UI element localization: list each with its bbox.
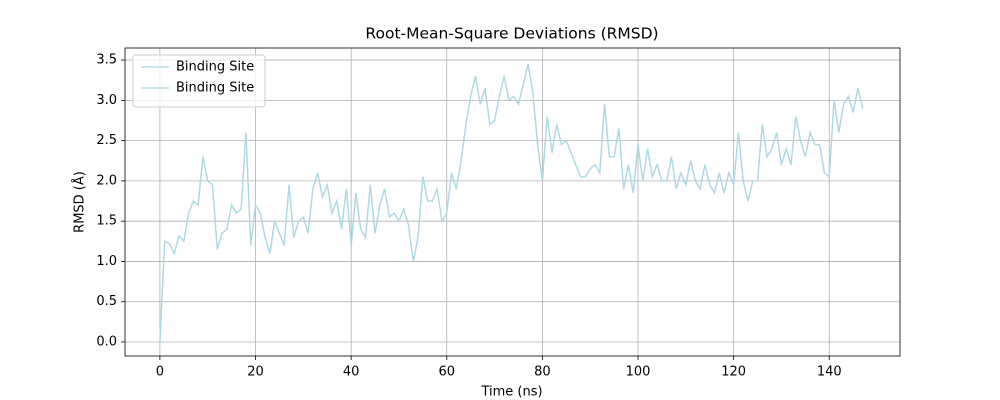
legend-label: Binding Site [176,81,254,96]
x-tick-label: 0 [156,365,164,380]
legend-label: Binding Site [176,60,254,75]
y-tick-label: 0.0 [96,334,117,349]
x-axis-label: Time (ns) [480,385,542,400]
y-tick-label: 3.0 [96,93,117,108]
y-tick-label: 1.5 [96,214,117,229]
legend: Binding Site Binding Site [132,54,266,108]
chart-title: Root-Mean-Square Deviations (RMSD) [365,25,658,43]
y-tick-label: 1.0 [96,254,117,269]
x-tick-label: 100 [626,365,651,380]
x-tick-label: 140 [817,365,842,380]
y-tick-label: 2.0 [96,173,117,188]
y-tick-label: 2.5 [96,133,117,148]
y-axis-label: RMSD (Å) [72,171,88,233]
plot-frame [124,47,901,357]
data-line [159,63,864,343]
x-tick-label: 20 [247,365,264,380]
x-tick-label: 60 [438,365,455,380]
y-tick-label: 3.5 [96,53,117,68]
data-line [159,63,864,343]
x-tick-label: 80 [534,365,551,380]
y-tick-label: 0.5 [96,294,117,309]
legend-box [132,54,266,108]
x-tick-label: 120 [721,365,746,380]
x-tick-label: 40 [343,365,360,380]
